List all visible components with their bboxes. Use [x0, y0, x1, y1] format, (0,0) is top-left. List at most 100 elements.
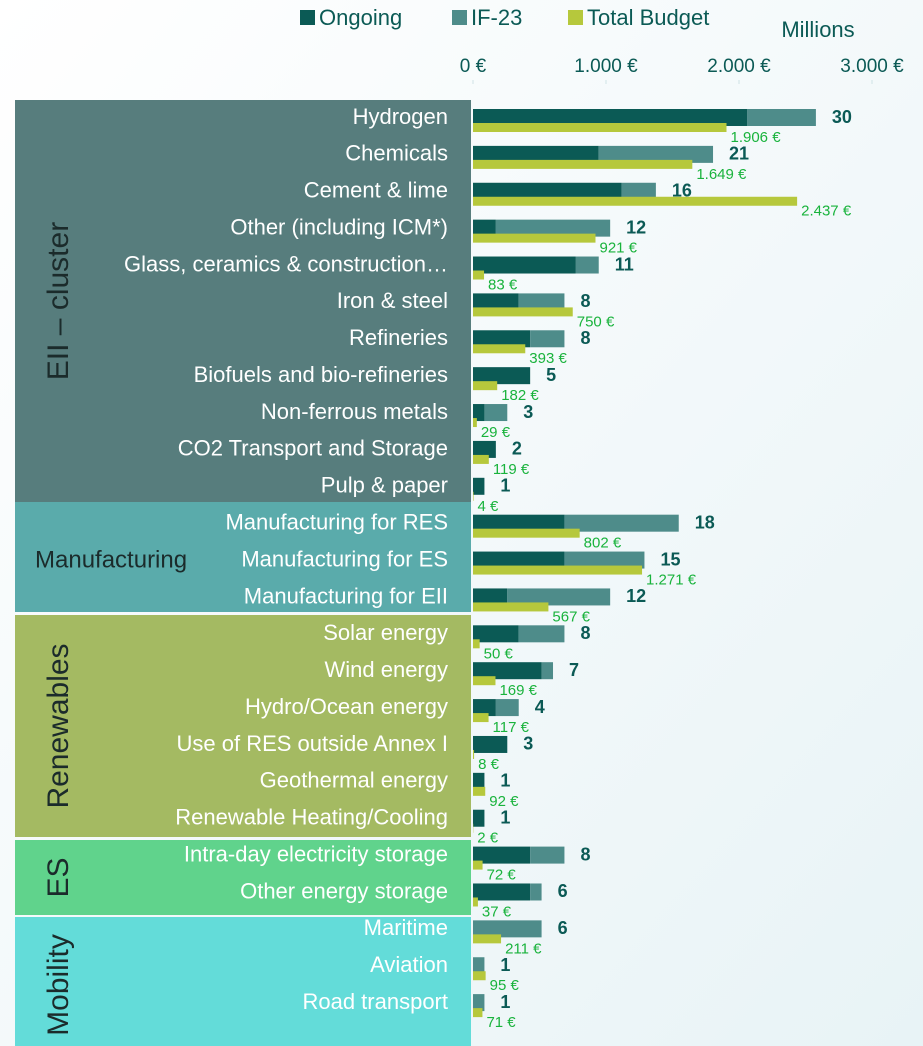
category-label: Wind energy	[324, 657, 448, 682]
count-bar	[530, 330, 565, 348]
legend-label: Total Budget	[587, 5, 709, 30]
legend-swatch	[568, 10, 583, 25]
total-label: 8	[580, 291, 590, 311]
group-band	[15, 917, 471, 1046]
count-bar	[473, 440, 496, 458]
count-bar	[484, 404, 508, 422]
count-bar	[530, 846, 565, 864]
total-label: 7	[569, 660, 579, 680]
budget-bar	[473, 565, 643, 575]
group-label: EII – cluster	[42, 222, 75, 380]
total-label: 5	[546, 365, 556, 385]
total-label: 12	[626, 586, 646, 606]
count-bar	[747, 109, 816, 126]
budget-bar	[473, 344, 526, 354]
count-bar	[495, 219, 611, 237]
count-bar	[473, 625, 519, 643]
total-label: 15	[660, 549, 680, 569]
category-label: Manufacturing for RES	[225, 509, 448, 534]
category-label: Road transport	[302, 989, 448, 1014]
count-bar	[473, 145, 599, 163]
budget-bar	[473, 971, 486, 981]
count-bar	[473, 551, 565, 569]
total-label: 8	[580, 328, 590, 348]
category-label: Aviation	[370, 952, 448, 977]
group-label: Mobility	[42, 934, 75, 1036]
category-label: Non-ferrous metals	[261, 399, 448, 424]
count-bar	[473, 699, 496, 717]
legend-swatch	[452, 10, 467, 25]
budget-label: 71 €	[486, 1014, 516, 1031]
count-bar	[564, 514, 679, 532]
budget-bar	[473, 860, 483, 870]
legend-swatch	[300, 10, 315, 25]
count-bar	[473, 367, 531, 385]
budget-bar	[473, 123, 727, 132]
budget-label: 83 €	[488, 276, 518, 293]
x-tick-label: 0 €	[460, 56, 487, 77]
count-bar	[473, 588, 508, 606]
total-label: 1	[500, 807, 510, 827]
count-bar	[473, 256, 576, 274]
category-label: Hydrogen	[353, 104, 448, 129]
category-label: Other (including ICM*)	[230, 214, 448, 239]
count-bar	[473, 846, 531, 864]
count-bar	[473, 957, 485, 975]
budget-bar	[473, 270, 485, 280]
budget-label: 2.437 €	[801, 203, 852, 220]
x-axis-label: Millions	[781, 17, 854, 42]
count-bar	[507, 588, 611, 606]
count-bar	[473, 219, 496, 237]
count-bar	[473, 514, 565, 532]
count-bar	[473, 994, 485, 1012]
category-label: Glass, ceramics & construction…	[124, 251, 448, 276]
total-label: 16	[672, 181, 692, 201]
count-bar	[473, 883, 531, 901]
count-bar	[473, 735, 508, 753]
x-tick-label: 1.000 €	[574, 56, 638, 77]
total-label: 8	[580, 623, 590, 643]
budget-bar	[473, 491, 474, 501]
category-label: Geothermal energy	[260, 768, 448, 793]
count-bar	[473, 109, 748, 126]
budget-label: 119 €	[493, 461, 530, 478]
total-label: 12	[626, 217, 646, 237]
budget-label: 393 €	[529, 350, 567, 367]
budget-label: 50 €	[484, 645, 514, 662]
budget-label: 92 €	[489, 793, 519, 810]
group-band	[15, 100, 471, 502]
count-bar	[575, 256, 599, 274]
category-label: Chemicals	[345, 141, 448, 166]
total-label: 1	[500, 955, 510, 975]
category-label: Manufacturing for ES	[241, 546, 448, 571]
legend-label: IF-23	[471, 5, 522, 30]
budget-label: 2 €	[477, 830, 499, 847]
budget-bar	[473, 934, 502, 944]
category-label: Refineries	[349, 325, 448, 350]
budget-bar	[473, 528, 580, 538]
budget-label: 8 €	[478, 756, 500, 773]
total-label: 4	[535, 697, 545, 717]
total-label: 3	[523, 402, 533, 422]
count-bar	[473, 920, 542, 938]
category-label: CO2 Transport and Storage	[178, 436, 448, 461]
budget-bar	[473, 676, 496, 686]
budget-bar	[473, 418, 477, 428]
budget-label: 95 €	[490, 977, 520, 994]
budget-bar	[473, 381, 498, 391]
category-label: Pulp & paper	[321, 473, 448, 498]
budget-label: 802 €	[584, 535, 622, 552]
category-label: Renewable Heating/Cooling	[175, 805, 448, 830]
budget-label: 921 €	[599, 240, 637, 257]
budget-bar	[473, 713, 489, 723]
total-label: 3	[523, 734, 533, 754]
total-label: 8	[580, 844, 590, 864]
budget-bar	[473, 307, 573, 317]
category-label: Iron & steel	[337, 288, 448, 313]
budget-bar	[473, 639, 480, 649]
budget-bar	[473, 897, 478, 907]
count-bar	[473, 662, 542, 680]
budget-bar	[473, 786, 486, 796]
total-label: 21	[729, 144, 749, 164]
